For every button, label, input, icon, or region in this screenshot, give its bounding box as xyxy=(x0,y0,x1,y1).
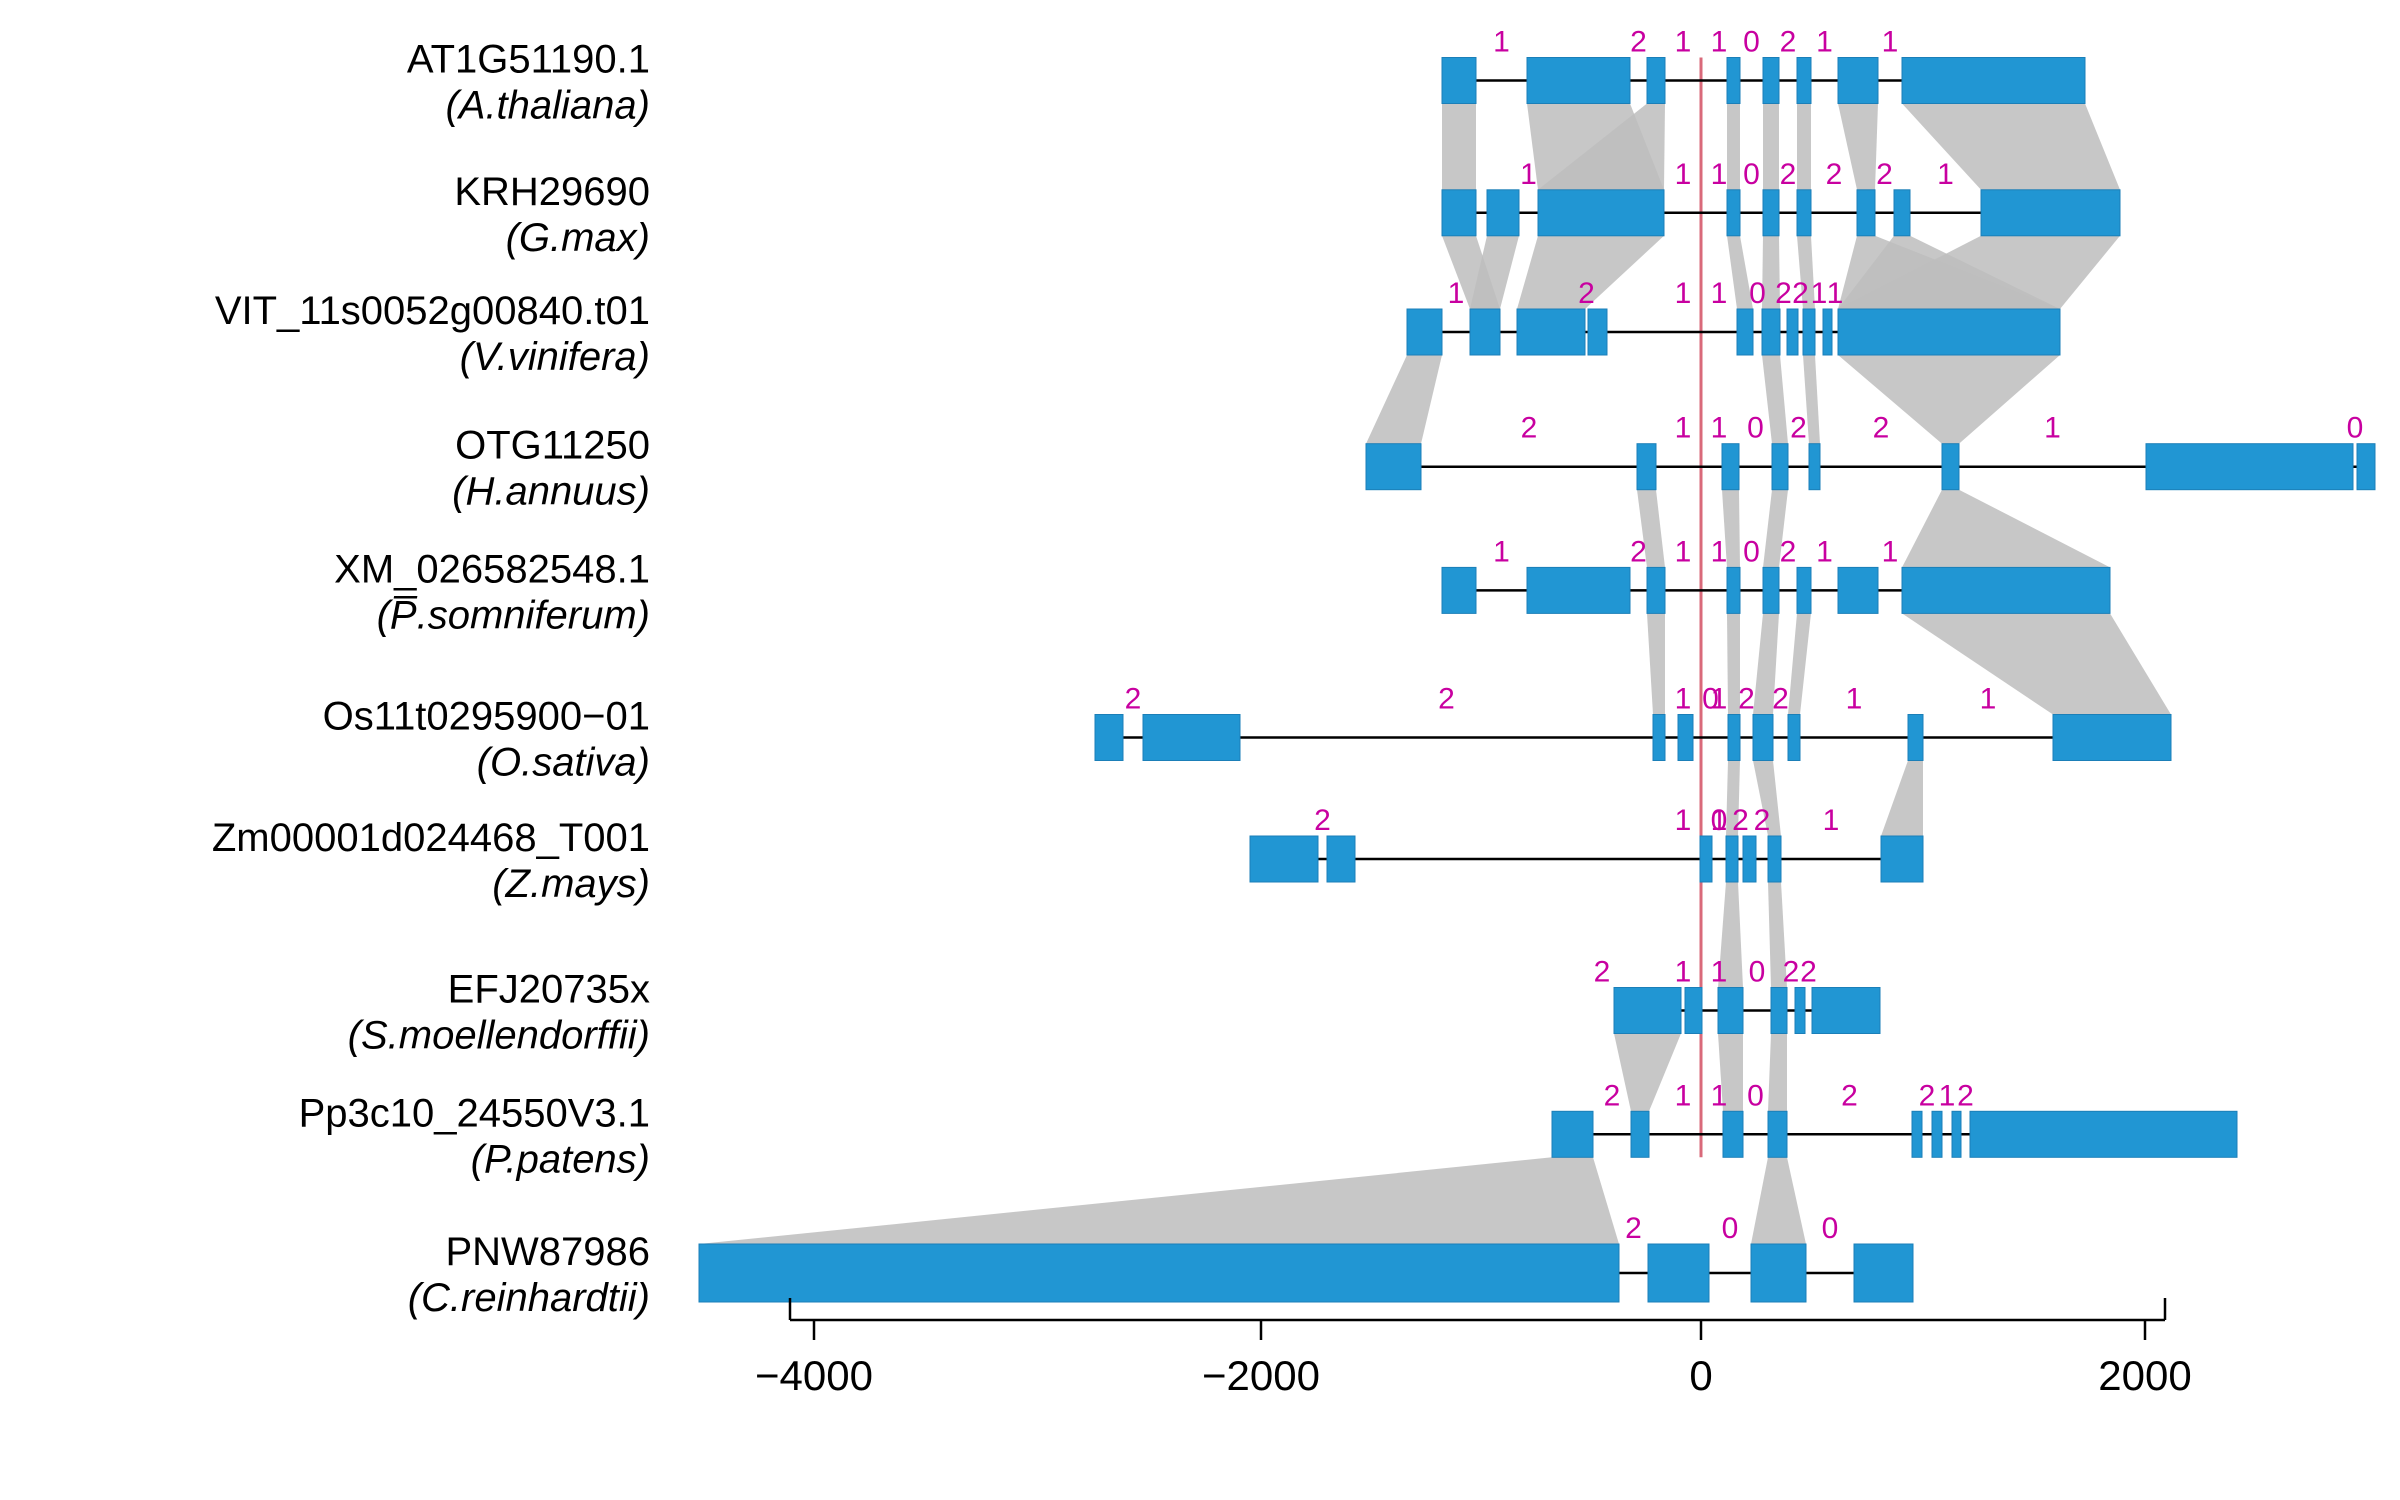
svg-text:Pp3c10_24550V3.1: Pp3c10_24550V3.1 xyxy=(299,1091,650,1135)
svg-text:2: 2 xyxy=(1780,535,1797,568)
svg-text:2: 2 xyxy=(1800,956,1817,989)
svg-text:2: 2 xyxy=(1876,158,1893,191)
svg-text:(H.annuus): (H.annuus) xyxy=(452,470,650,514)
svg-text:2: 2 xyxy=(1521,412,1538,445)
svg-text:1: 1 xyxy=(1711,277,1728,310)
svg-text:(O.sativa): (O.sativa) xyxy=(477,741,650,785)
svg-text:KRH29690: KRH29690 xyxy=(454,170,650,214)
svg-text:OTG11250: OTG11250 xyxy=(455,424,650,468)
svg-text:1: 1 xyxy=(2044,412,2061,445)
svg-text:1: 1 xyxy=(1448,277,1465,310)
svg-text:1: 1 xyxy=(1493,535,1510,568)
svg-text:1: 1 xyxy=(1816,535,1833,568)
svg-text:1: 1 xyxy=(1711,535,1728,568)
svg-text:2: 2 xyxy=(1314,804,1331,837)
svg-text:2: 2 xyxy=(1790,412,1807,445)
svg-text:1: 1 xyxy=(1675,412,1692,445)
svg-text:0: 0 xyxy=(1749,956,1766,989)
svg-text:(P.patens): (P.patens) xyxy=(471,1137,650,1181)
svg-text:0: 0 xyxy=(1749,277,1766,310)
svg-text:1: 1 xyxy=(1675,535,1692,568)
svg-text:1: 1 xyxy=(1675,1079,1692,1112)
svg-text:1: 1 xyxy=(1823,804,1840,837)
svg-text:0: 0 xyxy=(1743,158,1760,191)
svg-text:2: 2 xyxy=(1775,277,1792,310)
svg-text:−2000: −2000 xyxy=(1202,1352,1320,1399)
svg-text:1: 1 xyxy=(1520,158,1537,191)
svg-text:2: 2 xyxy=(1783,956,1800,989)
svg-text:2: 2 xyxy=(1772,683,1789,716)
svg-text:1: 1 xyxy=(1882,535,1899,568)
svg-text:2: 2 xyxy=(1630,26,1647,59)
svg-text:2: 2 xyxy=(1792,277,1809,310)
svg-text:1: 1 xyxy=(1816,26,1833,59)
svg-text:VIT_11s0052g00840.t01: VIT_11s0052g00840.t01 xyxy=(215,289,650,333)
svg-text:2: 2 xyxy=(1826,158,1843,191)
svg-text:1: 1 xyxy=(1937,158,1954,191)
svg-text:2: 2 xyxy=(1841,1079,1858,1112)
svg-text:1: 1 xyxy=(1711,412,1728,445)
svg-text:2: 2 xyxy=(1604,1079,1621,1112)
svg-text:1: 1 xyxy=(1675,956,1692,989)
svg-text:0: 0 xyxy=(1743,535,1760,568)
svg-text:(V.vinifera): (V.vinifera) xyxy=(460,335,650,379)
svg-text:0: 0 xyxy=(1722,1212,1739,1245)
svg-text:1: 1 xyxy=(1980,683,1997,716)
svg-text:1: 1 xyxy=(1811,277,1828,310)
svg-text:0: 0 xyxy=(1747,412,1764,445)
svg-text:2: 2 xyxy=(1732,804,1749,837)
svg-text:2: 2 xyxy=(1919,1079,1936,1112)
svg-text:1: 1 xyxy=(1882,26,1899,59)
svg-text:2: 2 xyxy=(1125,683,1142,716)
svg-text:AT1G51190.1: AT1G51190.1 xyxy=(407,38,650,82)
svg-text:PNW87986: PNW87986 xyxy=(445,1230,650,1274)
svg-text:1: 1 xyxy=(1675,277,1692,310)
svg-text:1: 1 xyxy=(1711,1079,1728,1112)
svg-text:1: 1 xyxy=(1827,277,1844,310)
svg-text:(C.reinhardtii): (C.reinhardtii) xyxy=(408,1276,650,1320)
svg-text:0: 0 xyxy=(1743,26,1760,59)
svg-text:0: 0 xyxy=(1689,1352,1712,1399)
svg-text:1: 1 xyxy=(1711,804,1728,837)
svg-text:XM_026582548.1: XM_026582548.1 xyxy=(334,547,650,591)
svg-text:EFJ20735x: EFJ20735x xyxy=(448,968,650,1012)
svg-text:2: 2 xyxy=(1957,1079,1974,1112)
svg-text:2: 2 xyxy=(1625,1212,1642,1245)
svg-text:2: 2 xyxy=(1594,956,1611,989)
svg-text:0: 0 xyxy=(1747,1079,1764,1112)
svg-text:Os11t0295900−01: Os11t0295900−01 xyxy=(323,695,650,739)
svg-text:1: 1 xyxy=(1711,26,1728,59)
svg-text:(P̅.somniferum): (P̅.somniferum) xyxy=(377,593,650,637)
svg-text:1: 1 xyxy=(1711,683,1728,716)
svg-text:0: 0 xyxy=(2347,412,2364,445)
svg-text:2: 2 xyxy=(1780,158,1797,191)
svg-text:2: 2 xyxy=(1738,683,1755,716)
svg-text:1: 1 xyxy=(1846,683,1863,716)
svg-text:2: 2 xyxy=(1873,412,1890,445)
svg-text:Zm00001d024468_T001: Zm00001d024468_T001 xyxy=(212,816,650,860)
svg-text:2: 2 xyxy=(1578,277,1595,310)
svg-text:1: 1 xyxy=(1493,26,1510,59)
svg-text:1: 1 xyxy=(1675,804,1692,837)
svg-text:1: 1 xyxy=(1675,158,1692,191)
svg-text:2: 2 xyxy=(1630,535,1647,568)
svg-text:2: 2 xyxy=(1438,683,1455,716)
svg-text:2000: 2000 xyxy=(2098,1352,2191,1399)
svg-text:−4000: −4000 xyxy=(755,1352,873,1399)
svg-text:2: 2 xyxy=(1754,804,1771,837)
svg-text:1: 1 xyxy=(1711,158,1728,191)
svg-text:0: 0 xyxy=(1822,1212,1839,1245)
svg-text:2: 2 xyxy=(1780,26,1797,59)
svg-text:1: 1 xyxy=(1675,683,1692,716)
svg-text:(A.thaliana): (A.thaliana) xyxy=(445,84,650,128)
svg-text:1: 1 xyxy=(1939,1079,1956,1112)
svg-text:(S.moellendorffii): (S.moellendorffii) xyxy=(348,1014,650,1058)
svg-text:(Z.mays): (Z.mays) xyxy=(492,862,650,906)
svg-text:1: 1 xyxy=(1711,956,1728,989)
svg-text:1: 1 xyxy=(1675,26,1692,59)
svg-text:(G.max): (G.max) xyxy=(506,216,650,260)
